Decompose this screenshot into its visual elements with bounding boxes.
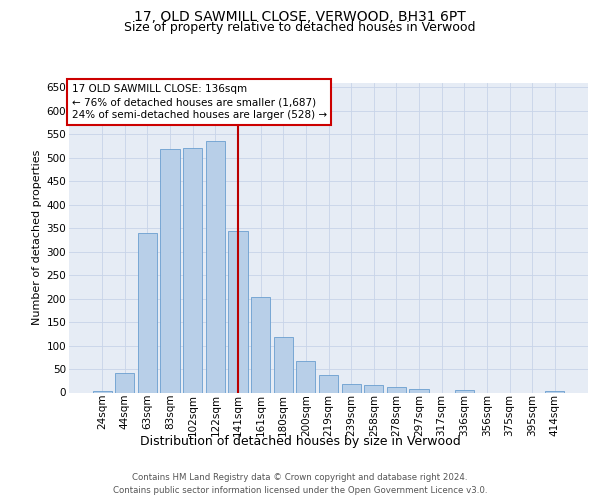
Bar bbox=[206, 141, 225, 393]
Bar bbox=[92, 390, 112, 392]
Bar bbox=[160, 149, 180, 392]
Bar bbox=[115, 373, 134, 392]
Y-axis label: Number of detached properties: Number of detached properties bbox=[32, 150, 43, 325]
Bar bbox=[319, 375, 338, 392]
Text: 17 OLD SAWMILL CLOSE: 136sqm
← 76% of detached houses are smaller (1,687)
24% of: 17 OLD SAWMILL CLOSE: 136sqm ← 76% of de… bbox=[71, 84, 327, 120]
Bar bbox=[409, 388, 428, 392]
Bar bbox=[296, 361, 316, 392]
Text: 17, OLD SAWMILL CLOSE, VERWOOD, BH31 6PT: 17, OLD SAWMILL CLOSE, VERWOOD, BH31 6PT bbox=[134, 10, 466, 24]
Bar bbox=[229, 232, 248, 392]
Bar bbox=[455, 390, 474, 392]
Bar bbox=[183, 148, 202, 392]
Text: Contains HM Land Registry data © Crown copyright and database right 2024.
Contai: Contains HM Land Registry data © Crown c… bbox=[113, 474, 487, 495]
Text: Distribution of detached houses by size in Verwood: Distribution of detached houses by size … bbox=[140, 435, 460, 448]
Bar bbox=[251, 297, 270, 392]
Bar bbox=[364, 386, 383, 392]
Bar bbox=[387, 387, 406, 392]
Bar bbox=[138, 233, 157, 392]
Bar bbox=[341, 384, 361, 392]
Bar bbox=[545, 390, 565, 392]
Bar bbox=[274, 336, 293, 392]
Text: Size of property relative to detached houses in Verwood: Size of property relative to detached ho… bbox=[124, 22, 476, 35]
